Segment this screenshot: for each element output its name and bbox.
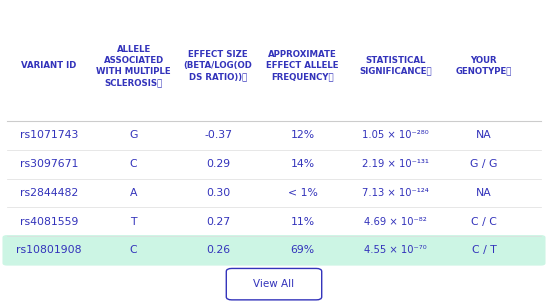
Text: -0.37: -0.37 [204,130,232,140]
Text: 0.26: 0.26 [206,245,230,255]
Text: 0.30: 0.30 [206,188,230,198]
Text: C / C: C / C [471,217,497,226]
Text: rs4081559: rs4081559 [20,217,78,226]
Text: G / G: G / G [470,159,498,169]
Text: < 1%: < 1% [288,188,317,198]
Text: NA: NA [476,130,492,140]
Text: 7.13 × 10⁻¹²⁴: 7.13 × 10⁻¹²⁴ [362,188,429,198]
FancyBboxPatch shape [226,268,322,300]
Text: G: G [129,130,138,140]
Text: C: C [130,245,138,255]
Text: rs2844482: rs2844482 [20,188,78,198]
Text: 69%: 69% [290,245,315,255]
Text: 14%: 14% [290,159,315,169]
Text: 2.19 × 10⁻¹³¹: 2.19 × 10⁻¹³¹ [362,159,429,169]
Text: A: A [130,188,138,198]
Text: View All: View All [253,279,295,289]
Text: ALLELE
ASSOCIATED
WITH MULTIPLE
SCLEROSISⓘ: ALLELE ASSOCIATED WITH MULTIPLE SCLEROSI… [96,45,171,87]
Text: C: C [130,159,138,169]
Text: VARIANT ID: VARIANT ID [21,61,77,70]
Text: C / T: C / T [471,245,496,255]
Text: NA: NA [476,188,492,198]
Text: T: T [130,217,137,226]
Text: YOUR
GENOTYPEⓘ: YOUR GENOTYPEⓘ [456,56,512,76]
Text: APPROXIMATE
EFFECT ALLELE
FREQUENCYⓘ: APPROXIMATE EFFECT ALLELE FREQUENCYⓘ [266,50,339,81]
Text: 0.29: 0.29 [206,159,230,169]
Text: 4.69 × 10⁻⁸²: 4.69 × 10⁻⁸² [364,217,427,226]
FancyBboxPatch shape [3,235,545,265]
Text: rs10801908: rs10801908 [16,245,82,255]
Text: rs1071743: rs1071743 [20,130,78,140]
Text: 11%: 11% [290,217,315,226]
Text: 4.55 × 10⁻⁷⁰: 4.55 × 10⁻⁷⁰ [364,245,427,255]
Text: 0.27: 0.27 [206,217,230,226]
Text: 1.05 × 10⁻²⁸⁰: 1.05 × 10⁻²⁸⁰ [362,130,429,140]
Text: STATISTICAL
SIGNIFICANCEⓘ: STATISTICAL SIGNIFICANCEⓘ [359,56,432,76]
Text: 12%: 12% [290,130,315,140]
Text: rs3097671: rs3097671 [20,159,78,169]
Text: EFFECT SIZE
(BETA/LOG(OD
DS RATIO))ⓘ: EFFECT SIZE (BETA/LOG(OD DS RATIO))ⓘ [184,50,253,81]
